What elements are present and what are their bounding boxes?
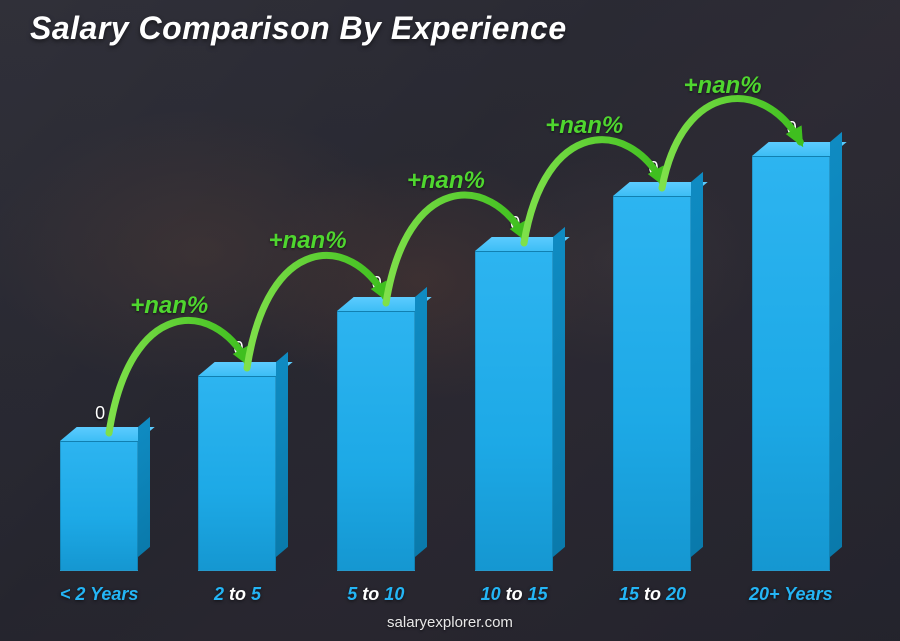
bar-side-face [553,227,565,557]
x-axis-label: 15 to 20 [619,584,686,605]
bar: 0 [198,376,276,571]
bar-front [337,311,415,571]
bar-value-label: 0 [372,273,382,294]
bar: 0 [475,251,553,571]
bar-front [475,251,553,571]
bar-value-label: 0 [510,213,520,234]
bar-front [613,196,691,571]
bar-front [752,156,830,571]
x-axis-label: 2 to 5 [214,584,261,605]
x-axis-label: 20+ Years [749,584,833,605]
bar-column: 05 to 10 [307,80,445,571]
bar-side-face [830,132,842,557]
bar-front [198,376,276,571]
bar: 0 [60,441,138,571]
bar-column: 015 to 20 [583,80,721,571]
bar: 0 [337,311,415,571]
bar-value-label: 0 [787,118,797,139]
bar: 0 [752,156,830,571]
bar-column: 0< 2 Years [30,80,168,571]
bar-column: 010 to 15 [445,80,583,571]
bar-side-face [138,417,150,557]
bar-value-label: 0 [95,403,105,424]
x-axis-label: 10 to 15 [481,584,548,605]
chart-title: Salary Comparison By Experience [30,10,567,47]
x-axis-label: 5 to 10 [347,584,404,605]
salary-bar-chart: 0< 2 Years02 to 505 to 10010 to 15015 to… [30,80,860,571]
bar: 0 [613,196,691,571]
bar-side-face [691,172,703,557]
bar-front [60,441,138,571]
bar-side-face [415,287,427,557]
bar-column: 020+ Years [722,80,860,571]
bar-side-face [276,352,288,557]
bar-value-label: 0 [648,158,658,179]
bar-column: 02 to 5 [168,80,306,571]
x-axis-label: < 2 Years [60,584,139,605]
bar-value-label: 0 [233,338,243,359]
footer-credit: salaryexplorer.com [0,614,900,631]
